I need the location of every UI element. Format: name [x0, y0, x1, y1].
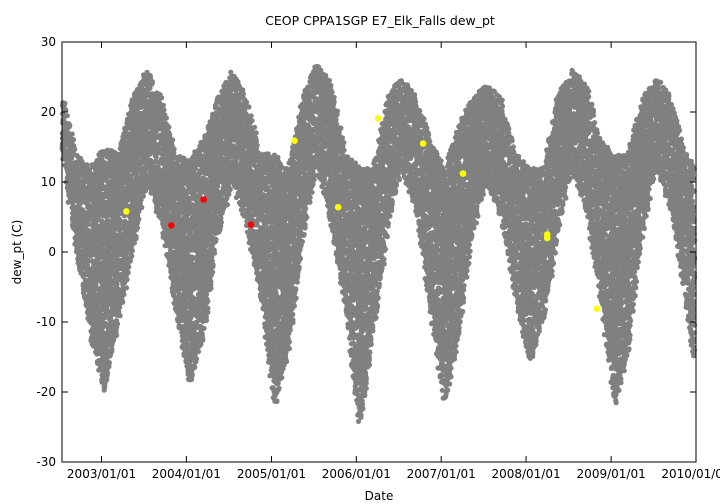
- data-point-hourly: [196, 349, 201, 354]
- data-point-hourly: [71, 148, 76, 153]
- data-point-hourly: [150, 79, 155, 84]
- data-point-hourly: [134, 234, 139, 239]
- data-point-hourly: [124, 285, 129, 290]
- data-point-hourly: [202, 326, 207, 331]
- data-point-hourly: [114, 321, 119, 326]
- data-point-hourly: [192, 365, 197, 370]
- data-point-hourly: [121, 292, 126, 297]
- data-point-hourly: [62, 101, 67, 106]
- data-point-hourly: [104, 374, 109, 379]
- data-point-hourly: [164, 116, 169, 121]
- data-point-hourly: [170, 137, 175, 142]
- data-point-hourly: [109, 349, 114, 354]
- data-point-hourly: [118, 218, 123, 223]
- data-point-hourly: [125, 277, 130, 282]
- data-point-hourly: [161, 103, 166, 108]
- data-point-hourly: [209, 273, 214, 278]
- plot-points: [60, 64, 698, 424]
- data-point-hourly: [117, 305, 122, 310]
- data-point-hourly: [207, 287, 212, 292]
- data-point-hourly: [193, 359, 198, 364]
- data-point-hourly: [104, 369, 109, 374]
- data-point-hourly: [135, 220, 140, 225]
- data-point-hourly: [63, 113, 68, 118]
- data-point-hourly: [161, 107, 166, 112]
- data-point-hourly: [129, 253, 134, 258]
- data-point-hourly: [118, 313, 123, 318]
- data-point-hourly: [205, 306, 210, 311]
- data-point-hourly: [200, 331, 205, 336]
- data-point-hourly: [126, 264, 131, 269]
- data-point-hourly: [128, 258, 133, 263]
- data-point-hourly: [157, 96, 162, 101]
- data-point-hourly: [208, 282, 213, 287]
- data-point-hourly: [193, 166, 198, 171]
- data-point-hourly: [103, 380, 108, 385]
- data-point-hourly: [129, 245, 134, 250]
- data-point-hourly: [135, 225, 140, 230]
- data-point-hourly: [129, 177, 134, 182]
- chart-title: CEOP CPPA1SGP E7_Elk_Falls dew_pt: [265, 13, 495, 28]
- data-point-hourly: [71, 137, 76, 142]
- data-point-hourly: [166, 124, 171, 129]
- data-point-hourly: [139, 205, 144, 210]
- data-point-hourly: [179, 326, 184, 331]
- data-point-hourly: [190, 373, 195, 378]
- data-point-hourly: [67, 123, 72, 128]
- data-point-hourly: [120, 300, 125, 305]
- data-point-hourly: [172, 147, 177, 152]
- data-point-hourly: [124, 269, 129, 274]
- data-point-hourly: [143, 167, 148, 172]
- data-point-hourly: [70, 131, 75, 136]
- data-point-hourly: [106, 361, 111, 366]
- data-point-hourly: [205, 299, 210, 304]
- data-point-hourly: [141, 189, 146, 194]
- data-point-hourly: [147, 86, 152, 91]
